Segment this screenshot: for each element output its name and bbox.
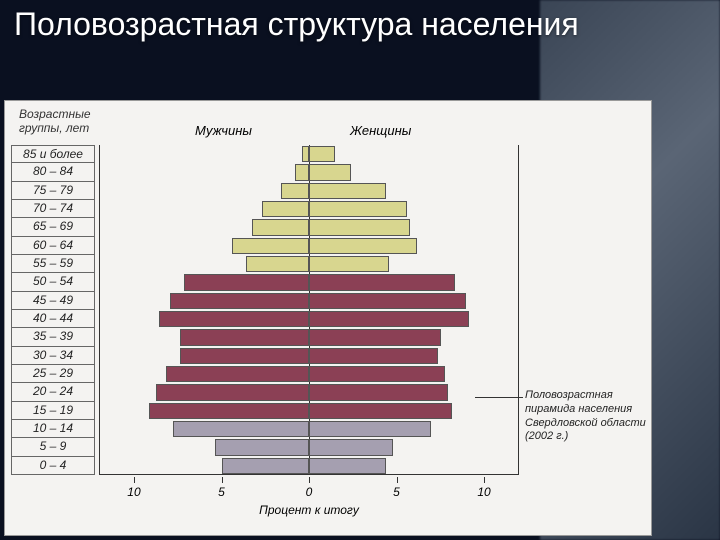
bar-male <box>246 256 309 272</box>
bar-female <box>309 183 386 199</box>
bar-male <box>170 293 309 309</box>
y-axis-title: Возрастныегруппы, лет <box>19 107 91 136</box>
pyramid-row <box>100 237 518 255</box>
pyramid-row <box>100 163 518 181</box>
x-tick-label: 5 <box>393 485 400 499</box>
pyramid-row <box>100 292 518 310</box>
x-tick <box>397 477 398 483</box>
x-tick <box>134 477 135 483</box>
age-band-label: 40 – 44 <box>11 310 95 328</box>
bar-female <box>309 256 389 272</box>
pyramid-row <box>100 347 518 365</box>
age-band-label: 55 – 59 <box>11 255 95 273</box>
bar-female <box>309 238 417 254</box>
bar-female <box>309 439 393 455</box>
bar-female <box>309 219 410 235</box>
pyramid-row <box>100 328 518 346</box>
pyramid-row <box>100 182 518 200</box>
age-band-label: 10 – 14 <box>11 420 95 438</box>
bar-male <box>184 274 309 290</box>
pyramid-row <box>100 200 518 218</box>
pyramid-row <box>100 457 518 475</box>
bar-female <box>309 146 335 162</box>
age-band-label: 15 – 19 <box>11 402 95 420</box>
x-tick-label: 10 <box>127 485 140 499</box>
age-band-label: 5 – 9 <box>11 438 95 456</box>
x-tick <box>222 477 223 483</box>
bar-male <box>222 458 309 474</box>
age-band-label: 75 – 79 <box>11 182 95 200</box>
slide-title: Половозрастная структура населения <box>14 6 579 43</box>
age-band-labels: 85 и более80 – 8475 – 7970 – 7465 – 6960… <box>11 145 95 475</box>
population-pyramid <box>99 145 519 475</box>
bar-female <box>309 421 431 437</box>
pyramid-row <box>100 218 518 236</box>
age-band-label: 80 – 84 <box>11 163 95 181</box>
bar-female <box>309 293 466 309</box>
bar-female <box>309 384 448 400</box>
bar-male <box>232 238 309 254</box>
age-band-label: 60 – 64 <box>11 237 95 255</box>
bar-female <box>309 348 438 364</box>
bar-male <box>166 366 309 382</box>
pyramid-row <box>100 402 518 420</box>
x-tick <box>309 477 310 483</box>
pyramid-row <box>100 383 518 401</box>
caption-leader-line <box>475 397 523 398</box>
pyramid-row <box>100 438 518 456</box>
age-band-label: 0 – 4 <box>11 457 95 475</box>
age-band-label: 65 – 69 <box>11 218 95 236</box>
age-band-label: 35 – 39 <box>11 328 95 346</box>
age-band-label: 30 – 34 <box>11 347 95 365</box>
x-tick-label: 5 <box>218 485 225 499</box>
age-band-label: 25 – 29 <box>11 365 95 383</box>
column-header-male: Мужчины <box>195 123 252 138</box>
column-header-female: Женщины <box>350 123 411 138</box>
bar-female <box>309 366 445 382</box>
bar-male <box>173 421 309 437</box>
pyramid-row <box>100 310 518 328</box>
bar-male <box>180 329 309 345</box>
bar-female <box>309 274 455 290</box>
bar-female <box>309 164 351 180</box>
bar-male <box>159 311 309 327</box>
bar-male <box>302 146 309 162</box>
x-axis: Процент к итогу 10 5 0 5 10 <box>99 477 519 517</box>
bar-male <box>252 219 309 235</box>
age-band-label: 45 – 49 <box>11 292 95 310</box>
chart-area: Возрастныегруппы, лет Мужчины Женщины 85… <box>4 100 652 536</box>
age-band-label: 50 – 54 <box>11 273 95 291</box>
bar-male <box>262 201 309 217</box>
bar-female <box>309 311 469 327</box>
bar-female <box>309 329 441 345</box>
pyramid-row <box>100 273 518 291</box>
age-band-label: 70 – 74 <box>11 200 95 218</box>
bar-male <box>180 348 309 364</box>
bar-female <box>309 201 407 217</box>
x-tick-label: 0 <box>306 485 313 499</box>
bar-female <box>309 403 452 419</box>
bar-male <box>156 384 309 400</box>
pyramid-row <box>100 365 518 383</box>
bar-male <box>281 183 309 199</box>
pyramid-row <box>100 255 518 273</box>
age-band-label: 85 и более <box>11 145 95 163</box>
pyramid-row <box>100 145 518 163</box>
pyramid-row <box>100 420 518 438</box>
bar-male <box>215 439 309 455</box>
x-axis-title: Процент к итогу <box>259 503 359 517</box>
x-tick <box>484 477 485 483</box>
bar-male <box>149 403 309 419</box>
bar-male <box>295 164 309 180</box>
x-tick-label: 10 <box>477 485 490 499</box>
bar-female <box>309 458 386 474</box>
age-band-label: 20 – 24 <box>11 383 95 401</box>
chart-caption: Половозрастная пирамида населения Свердл… <box>525 389 665 444</box>
